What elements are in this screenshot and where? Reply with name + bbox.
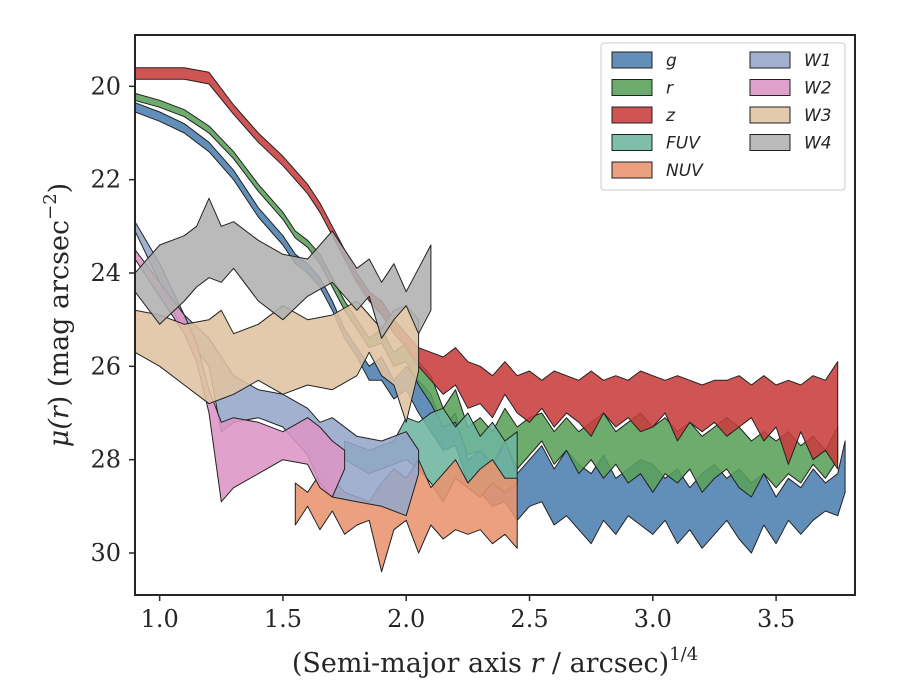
legend-swatch-w3: [749, 106, 791, 124]
x-tick-label: 3.0: [634, 605, 672, 633]
plot-frame: [134, 34, 856, 596]
legend-swatch-nuv: [611, 161, 653, 179]
x-tick-label: 2.5: [510, 605, 548, 633]
y-tick-label: 24: [90, 259, 121, 287]
y-tick-label: 28: [90, 446, 121, 474]
x-tick-label: 2.0: [387, 605, 425, 633]
band-w4: [135, 197, 432, 339]
legend-label-w4: W4: [804, 134, 832, 154]
legend-swatch-g: [611, 51, 653, 69]
series-layer: [135, 67, 846, 573]
legend-label-z: z: [665, 106, 676, 126]
y-axis-label: μ(r) (mag arcsec−2): [40, 183, 75, 447]
legend: grz FUV NUV W1 W2 W3 W4: [600, 42, 846, 191]
legend-swatch-z: [611, 106, 653, 124]
y-axis: 20 22 24 26 28 30: [90, 72, 135, 567]
legend-label-nuv: NUV: [666, 161, 704, 181]
x-tick-label: 1.0: [141, 605, 179, 633]
legend-label-r: r: [666, 79, 674, 99]
y-tick-label: 22: [90, 166, 121, 194]
legend-label-w3: W3: [804, 106, 832, 126]
legend-swatch-w2: [749, 79, 791, 96]
legend-label-g: g: [666, 51, 677, 71]
y-tick-label: 26: [90, 352, 121, 380]
legend-label-w1: W1: [804, 51, 832, 71]
legend-label-fuv: FUV: [666, 134, 701, 154]
legend-swatch-r: [611, 79, 653, 96]
legend-swatch-w1: [749, 51, 791, 69]
legend-label-w2: W2: [804, 79, 832, 99]
legend-swatch-fuv: [611, 134, 653, 151]
x-tick-label: 3.5: [757, 605, 795, 633]
y-tick-label: 20: [90, 72, 121, 100]
x-axis: 1.0 1.5 2.0 2.5 3.0 3.5: [141, 595, 795, 633]
x-axis-label: (Semi-major axis r / arcsec)1/4: [292, 644, 698, 679]
legend-swatch-w4: [749, 134, 791, 151]
band-w3: [135, 300, 420, 423]
y-tick-label: 30: [90, 539, 121, 567]
x-tick-label: 1.5: [264, 605, 302, 633]
